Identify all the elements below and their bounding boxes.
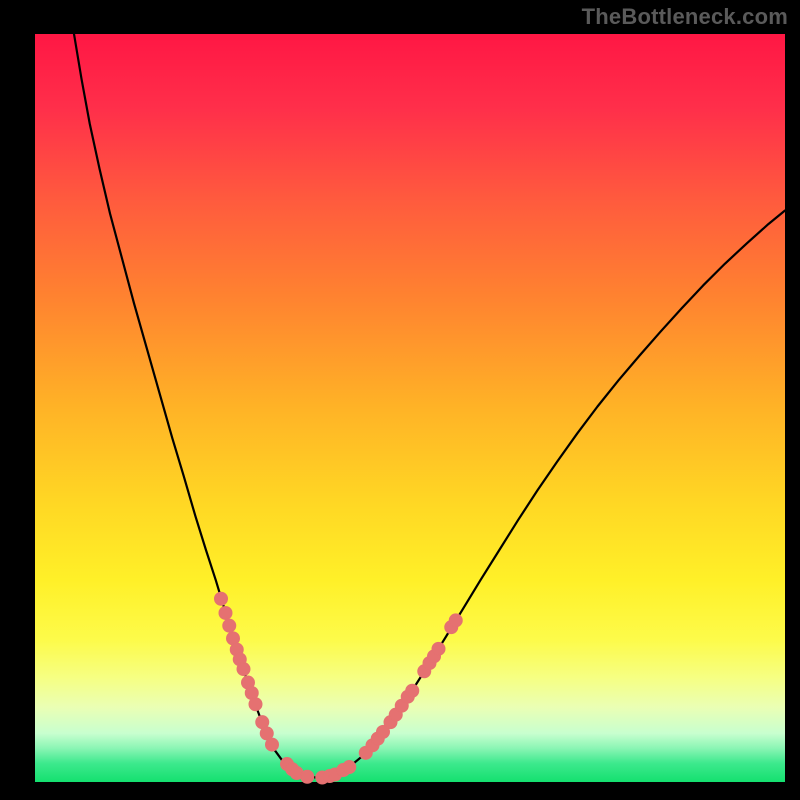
data-marker bbox=[301, 770, 314, 783]
plot-area bbox=[35, 34, 785, 782]
data-marker bbox=[219, 606, 232, 619]
canvas: TheBottleneck.com bbox=[0, 0, 800, 800]
chart-svg bbox=[35, 34, 785, 782]
data-marker bbox=[249, 698, 262, 711]
data-marker bbox=[406, 684, 419, 697]
data-marker bbox=[449, 614, 462, 627]
data-marker bbox=[237, 663, 250, 676]
marker-group bbox=[215, 592, 463, 784]
data-marker bbox=[432, 642, 445, 655]
data-marker bbox=[266, 738, 279, 751]
watermark-text: TheBottleneck.com bbox=[582, 4, 788, 30]
data-marker bbox=[215, 592, 228, 605]
data-marker bbox=[223, 619, 236, 632]
data-marker bbox=[343, 761, 356, 774]
